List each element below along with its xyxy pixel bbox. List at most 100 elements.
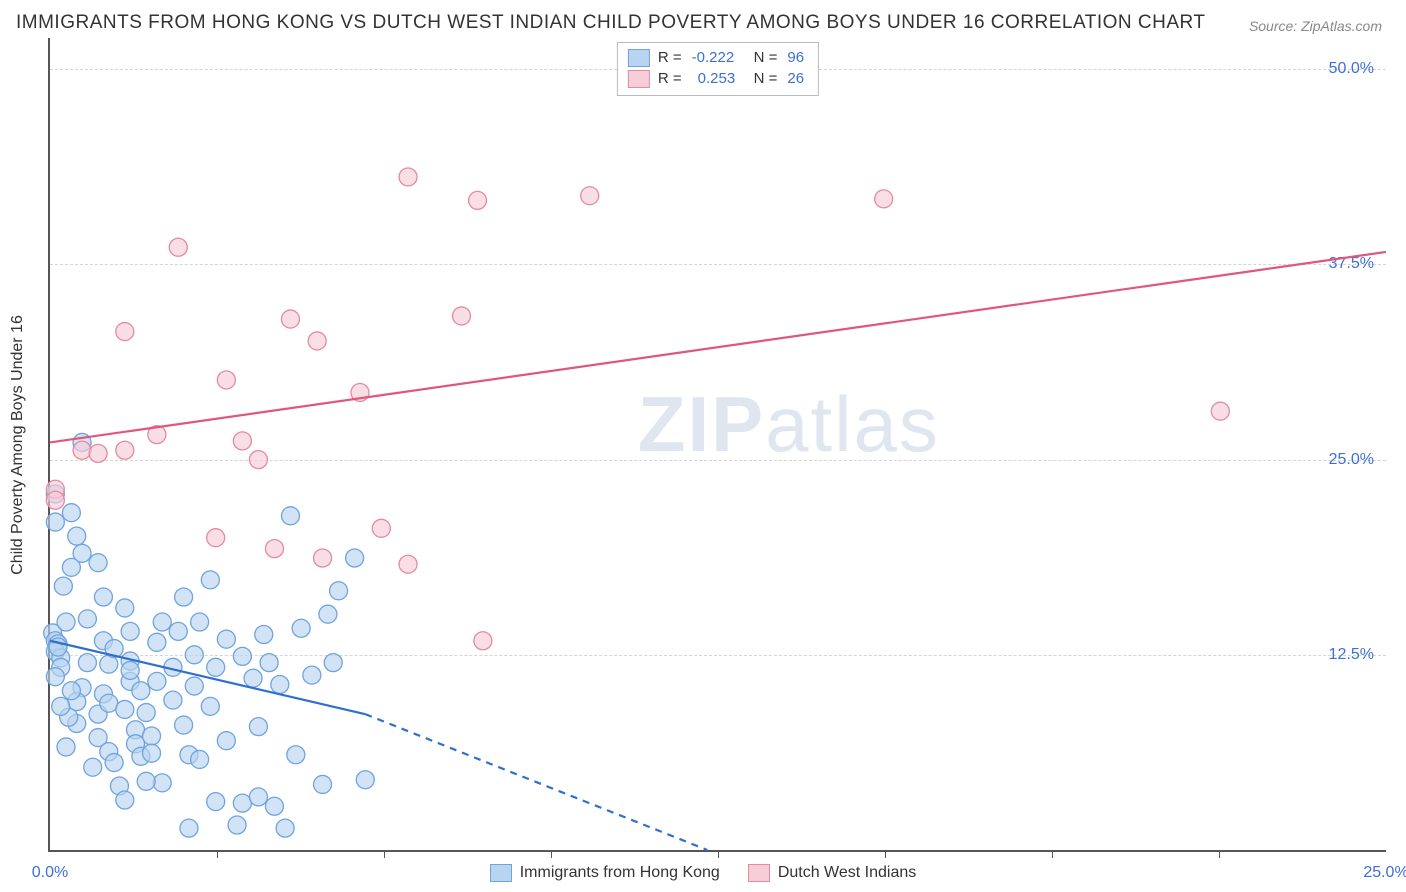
scatter-point bbox=[399, 555, 417, 573]
scatter-point bbox=[260, 654, 278, 672]
swatch-series-a bbox=[490, 864, 512, 882]
legend-series-a-r: -0.222 bbox=[692, 47, 746, 68]
scatter-point bbox=[281, 310, 299, 328]
scatter-point bbox=[201, 571, 219, 589]
x-minor-tick bbox=[217, 850, 218, 858]
scatter-point bbox=[73, 441, 91, 459]
scatter-point bbox=[474, 632, 492, 650]
scatter-point bbox=[78, 610, 96, 628]
scatter-point bbox=[137, 772, 155, 790]
x-minor-tick bbox=[1219, 850, 1220, 858]
scatter-point bbox=[452, 307, 470, 325]
scatter-point bbox=[207, 529, 225, 547]
correlation-legend: R = -0.222 N = 96 R = 0.253 N = 26 bbox=[617, 42, 819, 96]
x-minor-tick bbox=[1052, 850, 1053, 858]
scatter-point bbox=[148, 633, 166, 651]
x-minor-tick bbox=[551, 850, 552, 858]
scatter-point bbox=[249, 788, 267, 806]
swatch-series-a bbox=[628, 49, 650, 67]
scatter-point bbox=[185, 677, 203, 695]
scatter-point bbox=[281, 507, 299, 525]
scatter-point bbox=[191, 750, 209, 768]
scatter-point bbox=[46, 668, 64, 686]
scatter-point bbox=[52, 697, 70, 715]
scatter-point bbox=[356, 771, 374, 789]
source-attribution: Source: ZipAtlas.com bbox=[1249, 18, 1382, 34]
legend-row-series-b: R = 0.253 N = 26 bbox=[628, 68, 804, 89]
legend-series-a-n: 96 bbox=[787, 47, 804, 68]
legend-n-label: N = bbox=[754, 47, 778, 68]
scatter-point bbox=[249, 451, 267, 469]
scatter-point bbox=[57, 738, 75, 756]
scatter-point bbox=[62, 558, 80, 576]
scatter-point bbox=[164, 691, 182, 709]
scatter-point bbox=[132, 682, 150, 700]
swatch-series-b bbox=[628, 70, 650, 88]
scatter-point bbox=[330, 582, 348, 600]
scatter-point bbox=[314, 775, 332, 793]
scatter-point bbox=[233, 432, 251, 450]
legend-series-b-r: 0.253 bbox=[692, 68, 746, 89]
scatter-point bbox=[105, 754, 123, 772]
scatter-point bbox=[62, 682, 80, 700]
scatter-point bbox=[143, 744, 161, 762]
scatter-point bbox=[116, 791, 134, 809]
scatter-point bbox=[185, 646, 203, 664]
scatter-point bbox=[153, 613, 171, 631]
scatter-point bbox=[319, 605, 337, 623]
y-axis-label: Child Poverty Among Boys Under 16 bbox=[9, 315, 27, 575]
scatter-point bbox=[116, 599, 134, 617]
scatter-point bbox=[875, 190, 893, 208]
scatter-point bbox=[89, 444, 107, 462]
swatch-series-b bbox=[748, 864, 770, 882]
scatter-point bbox=[116, 441, 134, 459]
scatter-point bbox=[153, 774, 171, 792]
scatter-point bbox=[399, 168, 417, 186]
scatter-point bbox=[287, 746, 305, 764]
legend-row-series-a: R = -0.222 N = 96 bbox=[628, 47, 804, 68]
scatter-point bbox=[116, 323, 134, 341]
scatter-point bbox=[233, 794, 251, 812]
scatter-point bbox=[207, 793, 225, 811]
scatter-point bbox=[137, 704, 155, 722]
scatter-point bbox=[175, 716, 193, 734]
scatter-point bbox=[46, 513, 64, 531]
scatter-point bbox=[1211, 402, 1229, 420]
scatter-point bbox=[57, 613, 75, 631]
scatter-point bbox=[207, 658, 225, 676]
scatter-point bbox=[303, 666, 321, 684]
scatter-point bbox=[255, 626, 273, 644]
scatter-point bbox=[292, 619, 310, 637]
scatter-point bbox=[169, 622, 187, 640]
bottom-legend-item-b: Dutch West Indians bbox=[748, 864, 916, 882]
scatter-point bbox=[324, 654, 342, 672]
scatter-point bbox=[121, 622, 139, 640]
x-minor-tick bbox=[885, 850, 886, 858]
scatter-point bbox=[249, 718, 267, 736]
scatter-point bbox=[228, 816, 246, 834]
x-minor-tick bbox=[384, 850, 385, 858]
scatter-point bbox=[217, 732, 235, 750]
scatter-point bbox=[169, 238, 187, 256]
plot-wrapper: Child Poverty Among Boys Under 16 12.5%2… bbox=[48, 38, 1386, 852]
scatter-point bbox=[372, 519, 390, 537]
scatter-point bbox=[143, 727, 161, 745]
scatter-point bbox=[116, 700, 134, 718]
bottom-legend-item-a: Immigrants from Hong Kong bbox=[490, 864, 720, 882]
scatter-point bbox=[78, 654, 96, 672]
scatter-point bbox=[175, 588, 193, 606]
scatter-point bbox=[276, 819, 294, 837]
scatter-point bbox=[191, 613, 209, 631]
legend-r-label: R = bbox=[658, 68, 682, 89]
scatter-point bbox=[265, 797, 283, 815]
scatter-point bbox=[217, 630, 235, 648]
scatter-point bbox=[244, 669, 262, 687]
scatter-point bbox=[94, 588, 112, 606]
trend-line bbox=[365, 714, 707, 850]
scatter-point bbox=[346, 549, 364, 567]
scatter-point bbox=[68, 527, 86, 545]
x-minor-tick bbox=[718, 850, 719, 858]
scatter-point bbox=[265, 540, 283, 558]
scatter-point bbox=[217, 371, 235, 389]
scatter-svg bbox=[50, 38, 1386, 850]
